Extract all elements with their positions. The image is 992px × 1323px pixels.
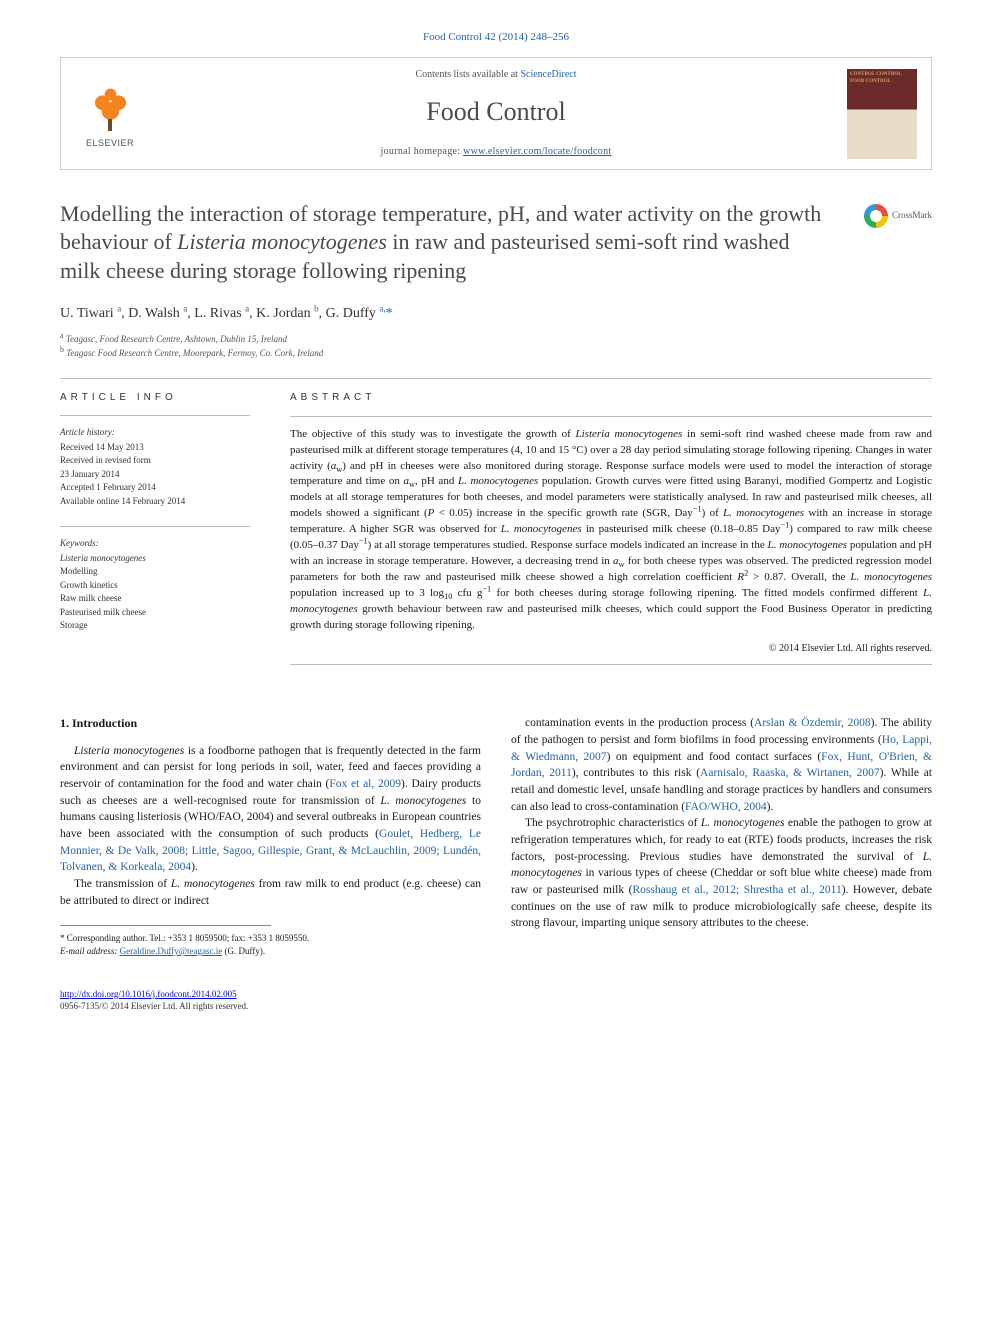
article-info-column: ARTICLE INFO Article history: Received 1… [60, 391, 250, 675]
issn-copyright-line: 0956-7135/© 2014 Elsevier Ltd. All right… [60, 1001, 248, 1011]
corr-author-line: * Corresponding author. Tel.: +353 1 805… [60, 932, 481, 945]
keywords-label: Keywords: [60, 537, 250, 550]
elsevier-logo[interactable]: ELSEVIER [75, 74, 145, 154]
info-divider-1 [60, 415, 250, 416]
history-item-3: Accepted 1 February 2014 [60, 481, 250, 495]
abstract-heading: ABSTRACT [290, 391, 932, 406]
info-divider-2 [60, 526, 250, 527]
aff-text-b: Teagasc Food Research Centre, Moorepark,… [66, 348, 323, 358]
keyword-5: Storage [60, 619, 250, 633]
intro-p1: Listeria monocytogenes is a foodborne pa… [60, 743, 481, 876]
authors-line: U. Tiwari a, D. Walsh a, L. Rivas a, K. … [60, 304, 932, 324]
header-box: ELSEVIER Contents lists available at Sci… [60, 57, 932, 169]
body-column-left: 1. Introduction Listeria monocytogenes i… [60, 715, 481, 1012]
title-block: CrossMark Modelling the interaction of s… [60, 200, 932, 286]
crossmark-icon [864, 204, 888, 228]
affiliation-a: a Teagasc, Food Research Centre, Ashtown… [60, 333, 932, 347]
keyword-4: Pasteurised milk cheese [60, 606, 250, 620]
history-item-1: Received in revised form [60, 454, 250, 468]
footnote-separator [60, 925, 271, 926]
keyword-1: Modelling [60, 565, 250, 579]
affiliation-b: b Teagasc Food Research Centre, Moorepar… [60, 347, 932, 361]
intro-p2: The transmission of L. monocytogenes fro… [60, 876, 481, 909]
intro-p3: contamination events in the production p… [511, 715, 932, 815]
affiliations: a Teagasc, Food Research Centre, Ashtown… [60, 333, 932, 360]
homepage-prefix: journal homepage: [381, 146, 464, 157]
keywords-block: Keywords: Listeria monocytogenes Modelli… [60, 526, 250, 633]
doi-block: http://dx.doi.org/10.1016/j.foodcont.201… [60, 988, 481, 1013]
aff-sup-a: a [60, 331, 64, 340]
keyword-0-text: Listeria monocytogenes [60, 553, 146, 563]
elsevier-text: ELSEVIER [86, 137, 134, 150]
info-abstract-row: ARTICLE INFO Article history: Received 1… [60, 391, 932, 675]
journal-name: Food Control [165, 94, 827, 130]
aff-text-a: Teagasc, Food Research Centre, Ashtown, … [66, 334, 287, 344]
sciencedirect-link[interactable]: ScienceDirect [520, 69, 576, 80]
contents-lists-line: Contents lists available at ScienceDirec… [165, 68, 827, 82]
crossmark-label: CrossMark [892, 209, 932, 222]
corr-email-line: E-mail address: Geraldine.Duffy@teagasc.… [60, 945, 481, 958]
section-heading-intro: 1. Introduction [60, 715, 481, 732]
header-citation: Food Control 42 (2014) 248–256 [60, 30, 932, 45]
email-label: E-mail address: [60, 946, 117, 956]
history-item-2: 23 January 2014 [60, 468, 250, 482]
history-item-4: Available online 14 February 2014 [60, 495, 250, 509]
cover-text-top: CONTROL CONTROL [850, 72, 914, 78]
corresponding-author-footnote: * Corresponding author. Tel.: +353 1 805… [60, 932, 481, 957]
corr-email-link[interactable]: Geraldine.Duffy@teagasc.ie [120, 946, 223, 956]
abstract-body: The objective of this study was to inves… [290, 427, 932, 634]
intro-p4: The psychrotrophic characteristics of L.… [511, 815, 932, 932]
doi-link[interactable]: http://dx.doi.org/10.1016/j.foodcont.201… [60, 989, 237, 999]
cover-text-mid: FOOD CONTROL [850, 79, 914, 85]
elsevier-tree-icon [83, 78, 138, 133]
body-column-right: contamination events in the production p… [511, 715, 932, 1012]
divider-top [60, 378, 932, 379]
journal-cover-thumbnail[interactable]: CONTROL CONTROL FOOD CONTROL [847, 69, 917, 159]
abstract-divider-bottom [290, 664, 932, 665]
keyword-3: Raw milk cheese [60, 592, 250, 606]
article-title: Modelling the interaction of storage tem… [60, 200, 932, 286]
aff-sup-b: b [60, 345, 64, 354]
journal-homepage-line: journal homepage: www.elsevier.com/locat… [165, 145, 827, 159]
homepage-link[interactable]: www.elsevier.com/locate/foodcont [463, 146, 611, 157]
keyword-2: Growth kinetics [60, 579, 250, 593]
header-center: Contents lists available at ScienceDirec… [165, 68, 827, 158]
history-item-0: Received 14 May 2013 [60, 441, 250, 455]
corr-email-person: (G. Duffy). [225, 946, 266, 956]
title-species: Listeria monocytogenes [177, 229, 387, 254]
crossmark-badge[interactable]: CrossMark [864, 204, 932, 228]
abstract-divider [290, 416, 932, 417]
body-columns: 1. Introduction Listeria monocytogenes i… [60, 715, 932, 1012]
article-info-heading: ARTICLE INFO [60, 391, 250, 405]
history-label: Article history: [60, 426, 250, 439]
keyword-0: Listeria monocytogenes [60, 552, 250, 566]
abstract-column: ABSTRACT The objective of this study was… [290, 391, 932, 675]
abstract-copyright: © 2014 Elsevier Ltd. All rights reserved… [290, 642, 932, 657]
contents-prefix: Contents lists available at [415, 69, 520, 80]
